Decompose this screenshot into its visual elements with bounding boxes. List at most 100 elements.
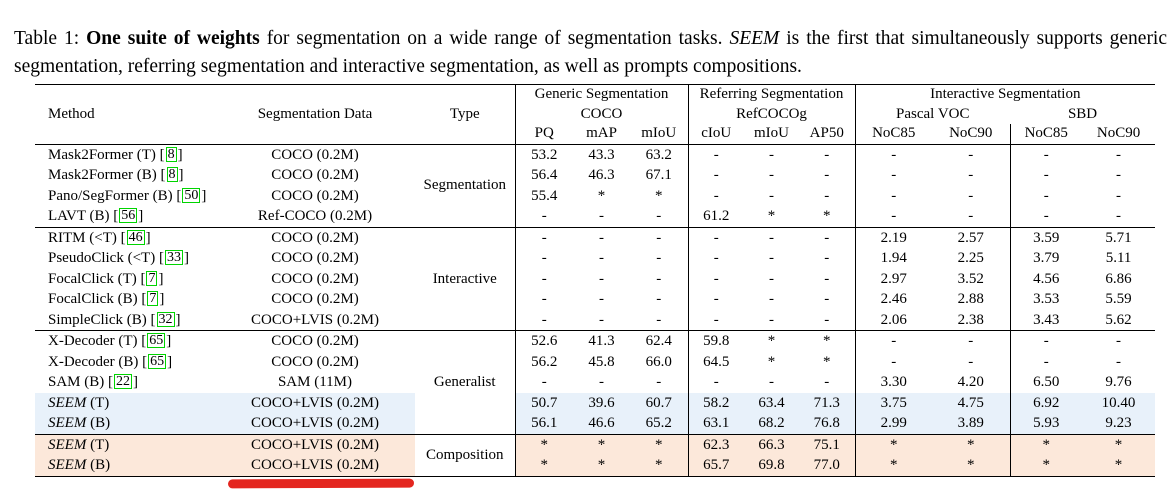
citation-link[interactable]: 32 <box>156 311 175 327</box>
table-row: RITM (<T) [46] COCO (0.2M) Interactive - - - -… <box>35 226 1156 331</box>
method-name: PseudoClick (<T) <box>48 250 159 266</box>
citation-link[interactable]: 46 <box>126 229 145 245</box>
method-cell: FocalClick (T) [7] <box>35 269 215 290</box>
method-cell: SEEM (B) <box>35 455 215 476</box>
table-row: SEEM (B) COCO+LVIS (0.2M) * * * 65.7 69.8 77.0 *… <box>35 455 1156 476</box>
value-cell: - <box>599 291 604 307</box>
table-row: FocalClick (B) [7] COCO (0.2M) - - - - - - 2.46 2… <box>35 289 1155 310</box>
cite-bracket-close: ] <box>177 146 183 163</box>
value-cell: * <box>514 433 573 455</box>
caption-suffix: is the first that simultaneously support… <box>14 27 1168 77</box>
cite-bracket-open: [ <box>108 374 114 390</box>
citation-link[interactable]: 8 <box>165 146 177 162</box>
cite-bracket-close: ] <box>158 270 164 287</box>
value-cell: 59.8 <box>687 330 744 352</box>
cite-bracket-close: ] <box>133 374 139 390</box>
method-name-italic: SEEM <box>48 394 87 411</box>
results-table-wrapper: Method Segmentation Data Type Generic Se… <box>35 84 1156 477</box>
citation-link[interactable]: 33 <box>164 250 183 265</box>
value-cell: - <box>1082 330 1156 352</box>
value-cell: 63.2 <box>630 143 688 165</box>
method-cell: Pano/SegFormer (B) [50] <box>35 186 215 207</box>
citation-link[interactable]: 7 <box>146 270 158 286</box>
value-cell: - <box>599 311 604 328</box>
value-cell: * <box>744 330 799 352</box>
value-cell: * <box>573 455 630 476</box>
col-header-miou-coco: mIoU <box>641 125 677 141</box>
citation-link[interactable]: 65 <box>148 353 167 369</box>
value-cell: 64.5 <box>687 351 744 372</box>
method-name: SimpleClick (B) <box>48 311 151 328</box>
citation-link[interactable]: 50 <box>182 187 201 203</box>
value-cell: 2.97 <box>854 268 933 289</box>
value-cell: 2.57 <box>932 226 1011 248</box>
table-row: SimpleClick (B) [32] COCO+LVIS (0.2M) - - - -… <box>35 309 1155 331</box>
citation-link[interactable]: 56 <box>119 208 138 223</box>
segmentation-data-cell: COCO (0.2M) <box>271 270 359 287</box>
value-cell: - <box>687 185 744 206</box>
value-cell: - <box>968 167 974 183</box>
cite-bracket-close: ] <box>201 187 207 204</box>
value-cell: 4.75 <box>932 392 1011 413</box>
value-cell: - <box>799 143 856 165</box>
value-cell: - <box>656 311 662 328</box>
col-header-noc85-sbd: NoC85 <box>1009 124 1083 144</box>
cite-bracket-open: [ <box>141 333 147 349</box>
value-cell: - <box>824 291 830 307</box>
table-row: FocalClick (T) [7] COCO (0.2M) - - - - - - 2.97 3… <box>35 268 1155 290</box>
col-header-noc90-voc: NoC90 <box>949 125 993 141</box>
value-cell: 66.3 <box>744 433 799 455</box>
value-cell: * <box>630 433 688 455</box>
col-header-noc90-sbd: NoC90 <box>1096 125 1141 141</box>
value-cell: - <box>854 330 933 352</box>
value-cell: - <box>687 165 744 186</box>
cite-bracket-close: ] <box>175 311 181 328</box>
value-cell: - <box>687 289 744 310</box>
cite-bracket-open: [ <box>176 187 182 204</box>
value-cell: 2.38 <box>957 311 984 328</box>
citation-link[interactable]: 65 <box>147 333 166 348</box>
value-cell: 2.25 <box>957 250 984 266</box>
header-row-datasets: COCO RefCOCOg Pascal VOC SBD <box>35 104 1155 124</box>
value-cell: - <box>687 143 744 165</box>
value-cell: - <box>824 187 830 204</box>
method-cell: Mask2Former (T) [8] <box>35 143 215 165</box>
value-cell: - <box>1009 143 1083 165</box>
value-cell: * <box>932 455 1011 476</box>
cite-bracket-close: ] <box>145 229 151 246</box>
value-cell: 43.3 <box>573 143 630 165</box>
citation-link[interactable]: 22 <box>114 374 133 389</box>
cite-bracket-open: [ <box>160 167 166 183</box>
method-name: Mask2Former (T) <box>48 146 160 163</box>
cite-bracket-open: [ <box>159 146 165 163</box>
cite-bracket-open: [ <box>141 291 147 307</box>
value-cell: - <box>854 143 933 165</box>
value-cell: - <box>514 289 573 310</box>
value-cell: 3.59 <box>1009 226 1083 248</box>
value-cell: * <box>932 433 1011 455</box>
segmentation-data-cell: COCO+LVIS (0.2M) <box>215 455 415 476</box>
value-cell: - <box>599 270 604 287</box>
method-name: X-Decoder (T) <box>48 333 142 349</box>
col-header-miou-ref: mIoU <box>754 125 789 141</box>
value-cell: 63.1 <box>687 413 744 434</box>
method-name: SAM (B) <box>48 374 109 390</box>
segmentation-data-cell: COCO (0.2M) <box>271 353 359 370</box>
segmentation-data-cell: COCO (0.2M) <box>215 143 415 165</box>
cite-bracket-open: [ <box>158 250 164 266</box>
type-cell: Segmentation <box>415 143 515 227</box>
table-header: Method Segmentation Data Type Generic Se… <box>35 84 1156 144</box>
citation-link[interactable]: 8 <box>166 167 178 182</box>
citation-link[interactable]: 7 <box>147 291 159 306</box>
value-cell: * <box>823 208 831 224</box>
value-cell: 63.4 <box>744 392 799 413</box>
value-cell: - <box>824 311 830 328</box>
value-cell: - <box>514 248 573 269</box>
value-cell: - <box>1009 206 1083 227</box>
value-cell: 6.92 <box>1009 392 1083 413</box>
value-cell: - <box>769 270 774 287</box>
value-cell: - <box>1082 143 1156 165</box>
segmentation-data-cell: COCO (0.2M) <box>271 187 359 204</box>
value-cell: 9.23 <box>1082 413 1156 434</box>
cite-bracket-close: ] <box>159 291 165 307</box>
